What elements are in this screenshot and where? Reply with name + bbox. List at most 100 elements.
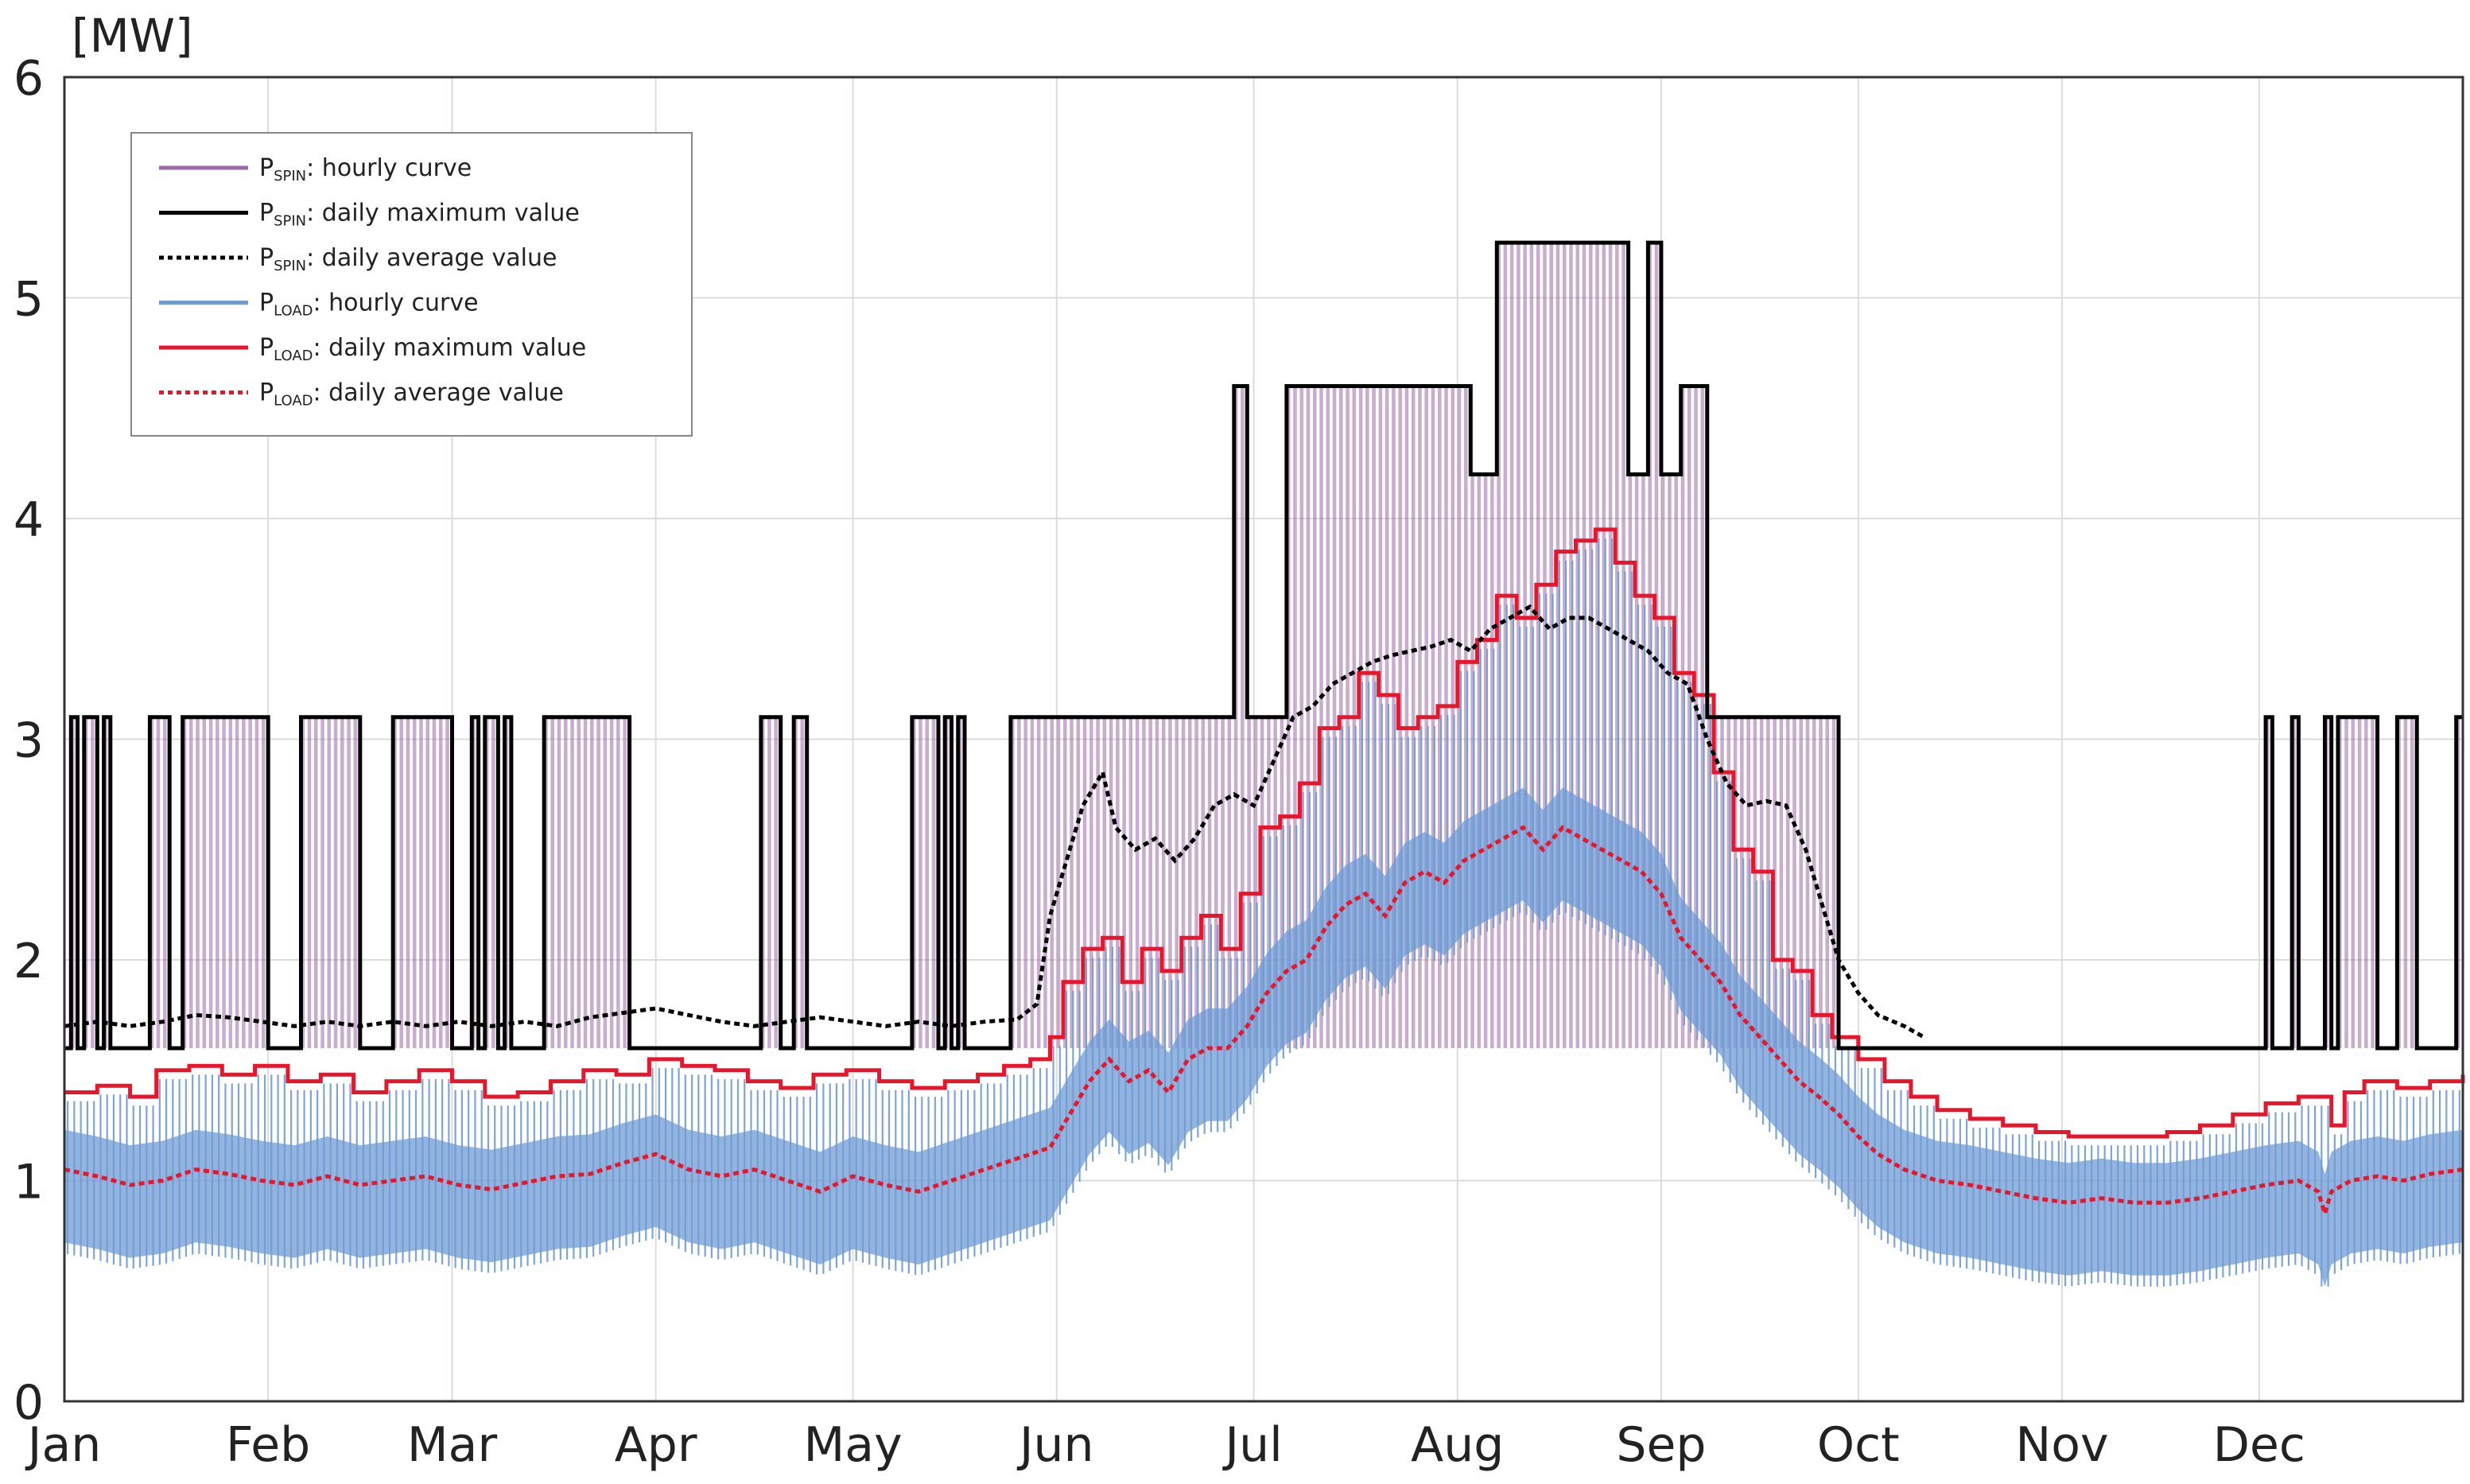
spin-hourly-bar	[1753, 717, 1757, 1048]
spin-hourly-bar	[1779, 717, 1784, 1048]
legend-label-5: PLOAD: daily maximum value	[259, 334, 586, 364]
y-axis-unit-label: [MW]	[72, 9, 193, 63]
spin-hourly-bar	[1536, 243, 1540, 1048]
spin-hourly-bar	[1746, 717, 1750, 1048]
spin-hourly-bar	[91, 717, 95, 1048]
x-tick-label-aug: Aug	[1411, 1417, 1504, 1473]
spin-hourly-bar	[1687, 386, 1691, 1048]
spin-hourly-bar	[1306, 386, 1311, 1048]
spin-hourly-bar	[1187, 717, 1192, 1048]
spin-hourly-bar	[1082, 717, 1087, 1048]
spin-hourly-bar	[1628, 474, 1633, 1048]
spin-hourly-bar	[1089, 717, 1093, 1048]
spin-hourly-bar	[1030, 717, 1035, 1048]
legend-label-3: PSPIN: daily average value	[259, 244, 557, 274]
spin-hourly-bar	[1483, 474, 1488, 1048]
spin-hourly-bar	[1805, 717, 1810, 1048]
spin-hourly-bar	[774, 717, 778, 1048]
spin-hourly-bar	[425, 717, 430, 1048]
spin-hourly-bar	[353, 717, 358, 1048]
spin-hourly-bar	[925, 717, 929, 1048]
spin-hourly-bar	[800, 717, 805, 1048]
legend-label-2: PSPIN: daily maximum value	[259, 200, 580, 230]
spin-hourly-bar	[1700, 386, 1705, 1048]
spin-hourly-bar	[235, 717, 239, 1048]
y-tick-label-0: 0	[14, 1375, 44, 1431]
spin-hourly-bar	[1194, 717, 1198, 1048]
spin-hourly-bar	[1227, 717, 1232, 1048]
spin-hourly-bar	[550, 717, 555, 1048]
spin-hourly-bar	[1247, 717, 1251, 1048]
spin-hourly-bar	[1733, 717, 1738, 1048]
spin-hourly-bar	[1161, 717, 1166, 1048]
spin-hourly-bar	[202, 717, 207, 1048]
spin-hourly-bar	[1825, 717, 1830, 1048]
x-tick-label-nov: Nov	[2015, 1417, 2108, 1473]
load-hourly-curve	[64, 538, 2463, 1287]
spin-hourly-bar	[1549, 243, 1553, 1048]
spin-hourly-bar	[563, 717, 568, 1048]
spin-hourly-bar	[1392, 386, 1396, 1048]
spin-hourly-bar	[1595, 243, 1599, 1048]
spin-hourly-bar	[1464, 386, 1468, 1048]
spin-hourly-bar	[1490, 474, 1494, 1048]
spin-hourly-bar	[1365, 386, 1369, 1048]
spin-hourly-bar	[1116, 717, 1120, 1048]
spin-hourly-bar	[1668, 474, 1672, 1048]
spin-hourly-bar	[2364, 717, 2368, 1048]
spin-hourly-bar	[419, 717, 423, 1048]
spin-hourly-bar	[1477, 474, 1482, 1048]
spin-hourly-bar	[1109, 717, 1113, 1048]
x-tick-label-jul: Jul	[1221, 1417, 1282, 1473]
spin-hourly-bar	[1096, 717, 1100, 1048]
spin-hourly-bar	[1575, 243, 1580, 1048]
y-tick-label-6: 6	[14, 51, 44, 107]
spin-hourly-bar	[1017, 717, 1021, 1048]
spin-hourly-bar	[1175, 717, 1179, 1048]
spin-hourly-bar	[1582, 243, 1586, 1048]
spin-hourly-bar	[1792, 717, 1796, 1048]
spin-hourly-segment	[544, 717, 627, 1048]
spin-hourly-bar	[1608, 243, 1613, 1048]
spin-hourly-bar	[248, 717, 252, 1048]
spin-hourly-bar	[577, 717, 581, 1048]
spin-hourly-bar	[216, 717, 219, 1048]
spin-hourly-bar	[347, 717, 351, 1048]
spin-hourly-bar	[1569, 243, 1573, 1048]
spin-hourly-bar	[1812, 717, 1816, 1048]
spin-hourly-bar	[1785, 717, 1790, 1048]
spin-hourly-bar	[242, 717, 246, 1048]
spin-hourly-bar	[596, 717, 600, 1048]
spin-hourly-bar	[1181, 717, 1186, 1048]
legend-label-1: PSPIN: hourly curve	[259, 154, 472, 185]
spin-hourly-segment	[150, 717, 167, 1048]
spin-hourly-bar	[1326, 386, 1330, 1048]
spin-hourly-bar	[1720, 717, 1724, 1048]
plot-frame	[63, 76, 2464, 1403]
spin-hourly-bar	[1155, 717, 1159, 1048]
spin-hourly-bar	[1221, 717, 1225, 1048]
spin-hourly-bar	[327, 717, 332, 1048]
spin-hourly-bar	[1122, 717, 1126, 1048]
spin-hourly-bar	[1332, 386, 1337, 1048]
spin-hourly-bar	[1634, 474, 1639, 1048]
y-tick-label-2: 2	[14, 934, 44, 989]
spin-hourly-bar	[208, 717, 213, 1048]
spin-hourly-bar	[1267, 717, 1271, 1048]
spin-hourly-bar	[1740, 717, 1744, 1048]
spin-hourly-bar	[333, 717, 338, 1048]
legend-label-4: PLOAD: hourly curve	[259, 289, 479, 320]
legend-label-6: PLOAD: daily average value	[259, 379, 564, 410]
legend-box	[130, 132, 693, 437]
spin-hourly-bar	[1654, 243, 1659, 1048]
spin-hourly-bar	[222, 717, 226, 1048]
spin-hourly-bar	[1562, 243, 1567, 1048]
spin-hourly-bar	[1648, 243, 1652, 1048]
spin-hourly-bar	[767, 717, 771, 1048]
spin-hourly-bar	[1497, 243, 1501, 1048]
spin-hourly-bar	[1444, 386, 1448, 1048]
spin-hourly-bar	[313, 717, 318, 1048]
spin-hourly-bar	[2344, 717, 2348, 1048]
spin-hourly-bar	[1674, 474, 1678, 1048]
x-tick-label-mar: Mar	[407, 1417, 498, 1473]
